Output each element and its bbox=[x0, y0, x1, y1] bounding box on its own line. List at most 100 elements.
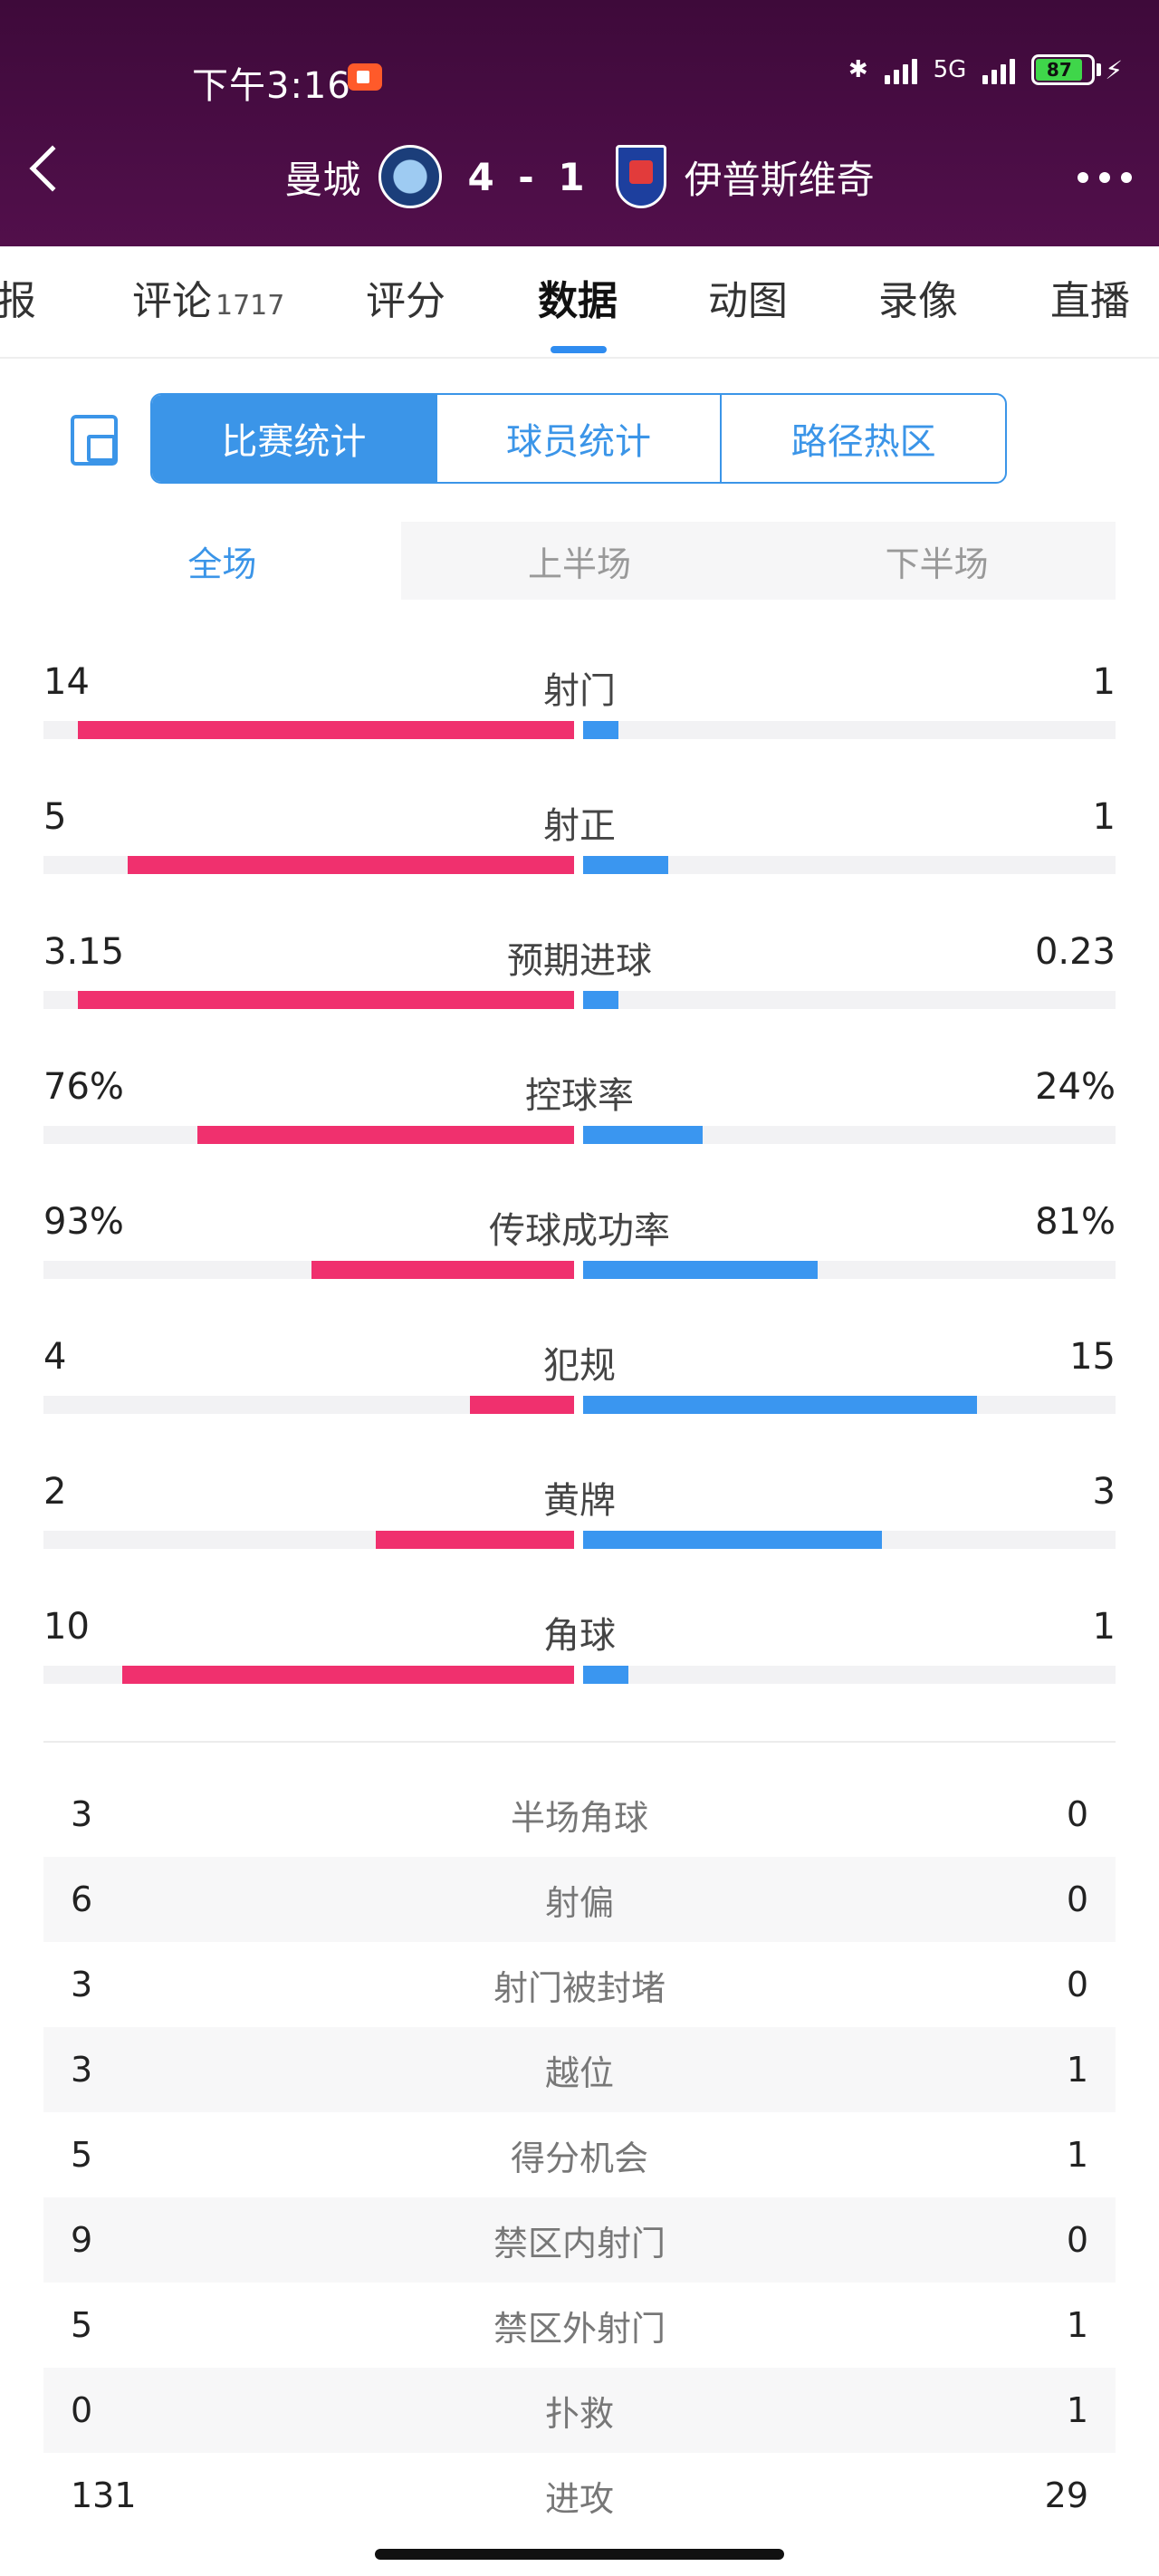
stat-row: 14 射门 1 bbox=[43, 661, 1116, 770]
stat-row: 5 射正 1 bbox=[43, 796, 1116, 905]
away-value: 1 bbox=[1066, 2390, 1088, 2430]
away-value: 0 bbox=[1066, 1879, 1088, 1919]
home-value: 93% bbox=[43, 1201, 124, 1243]
stat-list-row: 6 射偏 0 bbox=[43, 1857, 1116, 1942]
stat-name: 犯规 bbox=[543, 1345, 616, 1387]
charging-icon: ⚡ bbox=[1105, 54, 1123, 85]
home-value: 2 bbox=[43, 1471, 67, 1513]
signal-icon-2 bbox=[982, 55, 1016, 84]
stat-name: 射门 bbox=[543, 670, 616, 712]
stats-segment-control: 比赛统计 球员统计 路径热区 bbox=[150, 393, 1007, 484]
home-value: 5 bbox=[71, 2135, 93, 2175]
away-bar bbox=[583, 1396, 977, 1414]
home-bar bbox=[470, 1396, 574, 1414]
away-value: 0.23 bbox=[1034, 931, 1116, 973]
stat-name: 角球 bbox=[543, 1615, 616, 1657]
stat-name: 射门被封堵 bbox=[493, 1967, 666, 2008]
segment-heatmap[interactable]: 路径热区 bbox=[790, 421, 936, 463]
tab-comments[interactable]: 评论 1717 bbox=[132, 278, 285, 324]
away-bar bbox=[583, 1666, 628, 1684]
tab-video[interactable]: 录像 bbox=[878, 278, 958, 324]
home-bar bbox=[122, 1666, 574, 1684]
stat-name: 禁区内射门 bbox=[493, 2223, 666, 2264]
stat-list-row: 5 得分机会 1 bbox=[43, 2112, 1116, 2197]
home-value: 3 bbox=[71, 1965, 93, 2004]
stat-row: 93% 传球成功率 81% bbox=[43, 1201, 1116, 1310]
stat-row: 76% 控球率 24% bbox=[43, 1066, 1116, 1175]
segment-player-stats[interactable]: 球员统计 bbox=[437, 395, 723, 482]
period-tabs: 全场 上半场 下半场 bbox=[43, 522, 1116, 600]
away-bar bbox=[583, 1126, 703, 1144]
home-bar bbox=[376, 1531, 574, 1549]
stat-list-row: 9 禁区内射门 0 bbox=[43, 2197, 1116, 2283]
home-value: 76% bbox=[43, 1066, 124, 1108]
away-value: 1 bbox=[1066, 2305, 1088, 2345]
away-bar bbox=[583, 991, 618, 1009]
main-tabs: 报 评论 1717 评分 数据 动图 录像 直播 bbox=[0, 246, 1159, 359]
home-value: 4 bbox=[43, 1336, 67, 1378]
home-indicator[interactable] bbox=[375, 2549, 784, 2560]
more-options-icon[interactable] bbox=[1078, 172, 1132, 183]
stat-name: 射偏 bbox=[544, 1882, 614, 1923]
home-value: 5 bbox=[43, 796, 67, 838]
home-value: 10 bbox=[43, 1606, 90, 1648]
stat-list-row: 5 禁区外射门 1 bbox=[43, 2283, 1116, 2368]
export-doc-icon[interactable] bbox=[71, 415, 118, 466]
away-bar bbox=[583, 856, 668, 874]
stat-name: 进攻 bbox=[544, 2478, 614, 2519]
period-full[interactable]: 全场 bbox=[43, 522, 401, 600]
home-team-crest-icon bbox=[378, 145, 443, 208]
away-bar bbox=[583, 1261, 818, 1279]
home-value: 9 bbox=[71, 2220, 93, 2260]
stat-name: 半场角球 bbox=[510, 1797, 648, 1838]
away-value: 15 bbox=[1069, 1336, 1116, 1378]
match-score: 4 - 1 bbox=[467, 154, 590, 199]
stat-name: 禁区外射门 bbox=[493, 2308, 666, 2349]
home-bar bbox=[128, 856, 574, 874]
home-bar bbox=[197, 1126, 574, 1144]
stat-list-row: 0 扑救 1 bbox=[43, 2368, 1116, 2453]
away-value: 1 bbox=[1066, 2135, 1088, 2175]
stat-row: 2 黄牌 3 bbox=[43, 1471, 1116, 1580]
away-value: 29 bbox=[1044, 2475, 1088, 2515]
home-value: 3 bbox=[71, 1794, 93, 1834]
tab-ratings[interactable]: 评分 bbox=[366, 278, 445, 324]
period-first-half[interactable]: 上半场 bbox=[528, 543, 632, 584]
home-value: 0 bbox=[71, 2390, 93, 2430]
network-type: 5G bbox=[933, 56, 967, 83]
home-value: 131 bbox=[71, 2475, 137, 2515]
bluetooth-icon: ✱ bbox=[848, 56, 868, 83]
away-value: 1 bbox=[1092, 661, 1116, 703]
comment-count: 1717 bbox=[216, 290, 285, 322]
away-team-crest-icon bbox=[615, 145, 666, 208]
stat-name: 射正 bbox=[543, 805, 616, 847]
away-value: 1 bbox=[1092, 796, 1116, 838]
away-value: 0 bbox=[1066, 2220, 1088, 2260]
tab-live[interactable]: 直播 bbox=[1050, 278, 1130, 324]
active-tab-indicator bbox=[551, 346, 607, 353]
home-bar bbox=[311, 1261, 574, 1279]
tab-data[interactable]: 数据 bbox=[538, 278, 618, 324]
segment-match-stats[interactable]: 比赛统计 bbox=[152, 395, 437, 482]
stat-list-row: 3 射门被封堵 0 bbox=[43, 1942, 1116, 2027]
status-time: 下午3:16 bbox=[192, 65, 351, 107]
home-value: 14 bbox=[43, 661, 90, 703]
stat-row: 10 角球 1 bbox=[43, 1606, 1116, 1715]
stat-name: 控球率 bbox=[525, 1075, 634, 1117]
home-value: 3 bbox=[71, 2050, 93, 2090]
away-value: 81% bbox=[1035, 1201, 1116, 1243]
away-value: 1 bbox=[1092, 1606, 1116, 1648]
tab-gifs[interactable]: 动图 bbox=[708, 278, 788, 324]
home-bar bbox=[78, 721, 574, 739]
stat-row: 4 犯规 15 bbox=[43, 1336, 1116, 1445]
battery-icon: 87 ⚡ bbox=[1031, 54, 1123, 85]
status-icons: ✱ 5G 87 ⚡ bbox=[848, 54, 1123, 85]
signal-icon bbox=[884, 55, 917, 84]
stat-name: 扑救 bbox=[544, 2393, 614, 2434]
tab-news[interactable]: 报 bbox=[0, 278, 36, 324]
stat-list-row: 131 进攻 29 bbox=[43, 2453, 1116, 2538]
period-second-half[interactable]: 下半场 bbox=[885, 543, 989, 584]
stat-list-row: 3 半场角球 0 bbox=[43, 1772, 1116, 1857]
stat-name: 越位 bbox=[544, 2052, 614, 2093]
match-header: 下午3:16 ✱ 5G 87 ⚡ 曼城 4 - 1 伊普斯维奇 bbox=[0, 0, 1159, 246]
